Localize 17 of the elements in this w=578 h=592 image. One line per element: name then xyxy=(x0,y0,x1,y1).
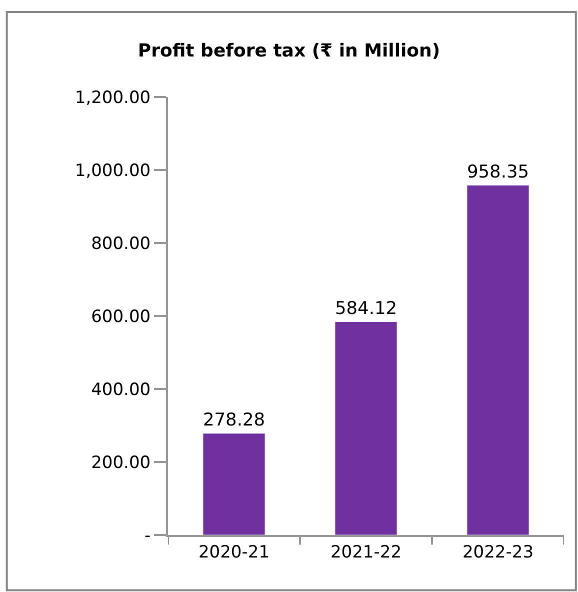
y-tick-label: 1,000.00 xyxy=(74,160,151,181)
bar xyxy=(334,322,398,535)
y-tick-label: - xyxy=(144,526,151,546)
bar xyxy=(202,433,266,535)
data-label: 278.28 xyxy=(203,410,265,431)
y-tick-label: 1,200.00 xyxy=(74,88,151,108)
data-label: 958.35 xyxy=(467,162,529,182)
y-tick-label: 600.00 xyxy=(91,306,151,327)
x-tick-label: 2020-21 xyxy=(198,542,270,562)
data-label: 584.12 xyxy=(335,298,397,319)
chart-title: Profit before tax (₹ in Million) xyxy=(138,40,440,62)
bar xyxy=(466,184,530,535)
y-tick-label: 400.00 xyxy=(91,380,151,400)
x-tick-label: 2021-22 xyxy=(330,542,402,562)
y-tick-label: 800.00 xyxy=(91,234,151,254)
x-tick-label: 2022-23 xyxy=(462,542,534,562)
y-tick-label: 200.00 xyxy=(91,452,151,473)
